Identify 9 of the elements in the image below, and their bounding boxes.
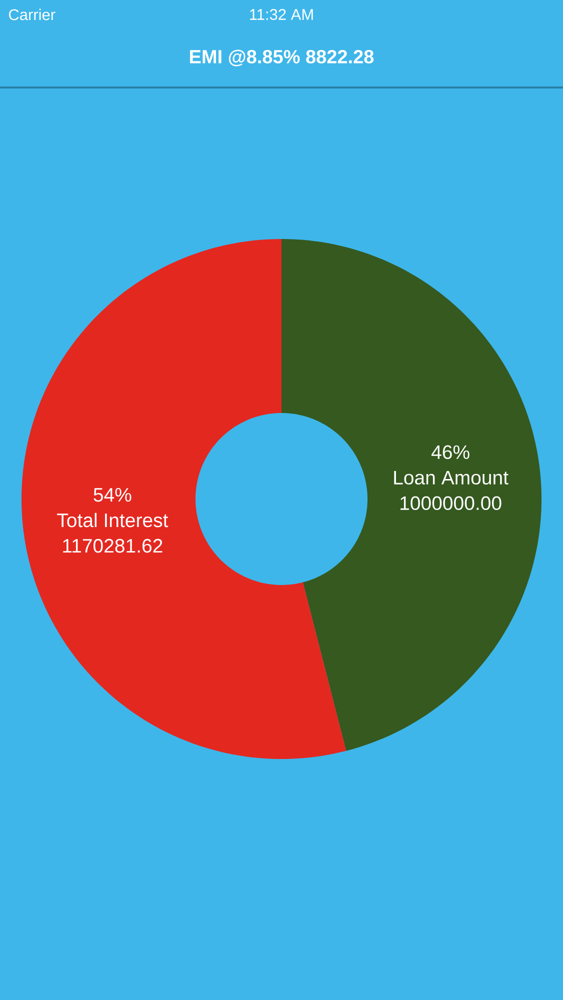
text: 1000000.00 (400, 496, 502, 510)
slice-label: Total Interest (57, 512, 168, 528)
chart-title: EMI @8.85% 8822.28 (190, 50, 374, 66)
data-label: 54% (94, 488, 132, 502)
slice-label: Loan Amount (394, 470, 508, 485)
data-label: 46% (432, 445, 470, 460)
text: 1170281.62 (63, 538, 162, 553)
text: 11:32 AM (250, 9, 313, 20)
text: Carrier (8, 8, 56, 20)
